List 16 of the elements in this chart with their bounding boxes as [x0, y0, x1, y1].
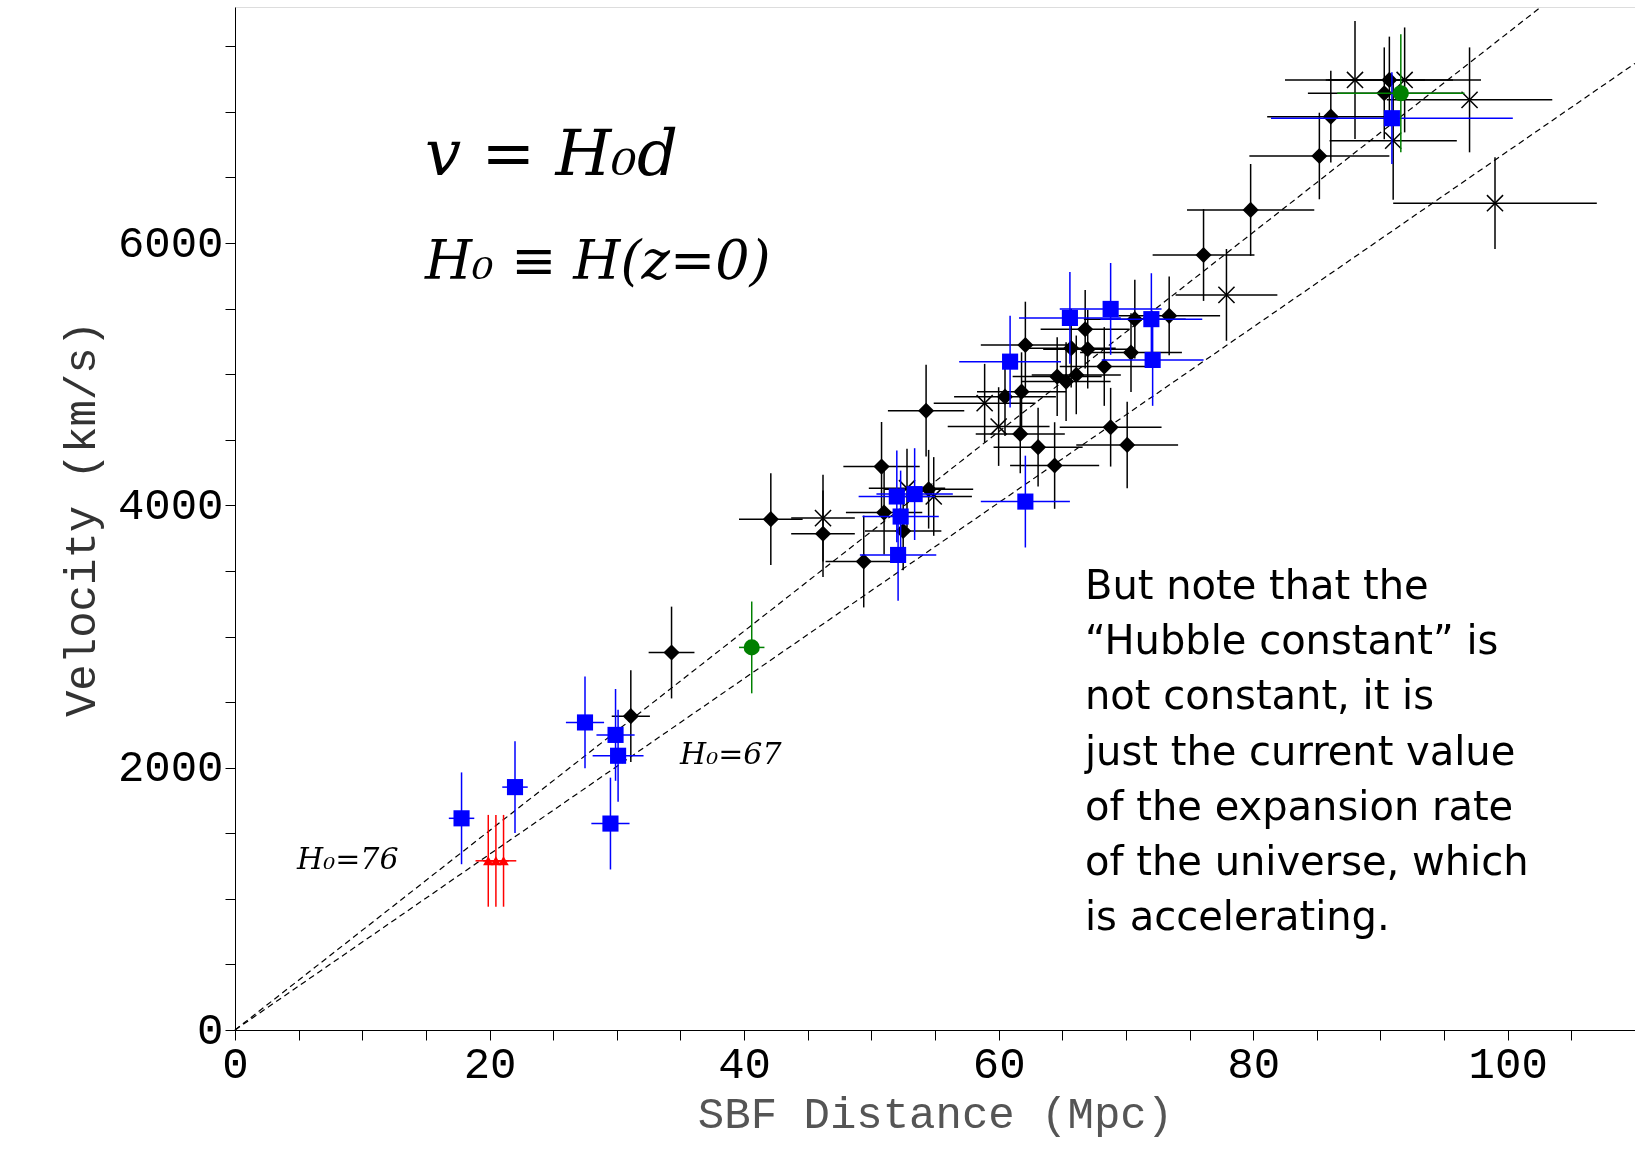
x-axis-title: SBF Distance (Mpc): [697, 1090, 1174, 1141]
x-tick-label: 100: [1468, 1040, 1548, 1091]
x-tick-label: 80: [1227, 1040, 1281, 1091]
y-tick-label: 6000: [117, 219, 224, 270]
x-tick-label: 40: [718, 1040, 771, 1091]
annotation: H₀=67: [679, 736, 783, 771]
y-tick-label: 4000: [117, 481, 224, 532]
y-tick-label: 2000: [117, 744, 224, 795]
y-axis-title: Velocity (km/s): [57, 320, 108, 718]
x-tick-label: 20: [463, 1040, 517, 1091]
annotation: H₀=76: [296, 841, 399, 876]
x-tick-label: 60: [972, 1040, 1026, 1091]
y-tick-label: 0: [197, 1006, 224, 1057]
annotation: v = H₀d: [425, 116, 678, 190]
annotation: But note that the “Hubble constant” is not constant, it is just the current value of the expansion rate of the universe, which is accelerating.: [1084, 562, 1529, 940]
annotation: H₀ ≡ H(z=0): [424, 229, 771, 292]
